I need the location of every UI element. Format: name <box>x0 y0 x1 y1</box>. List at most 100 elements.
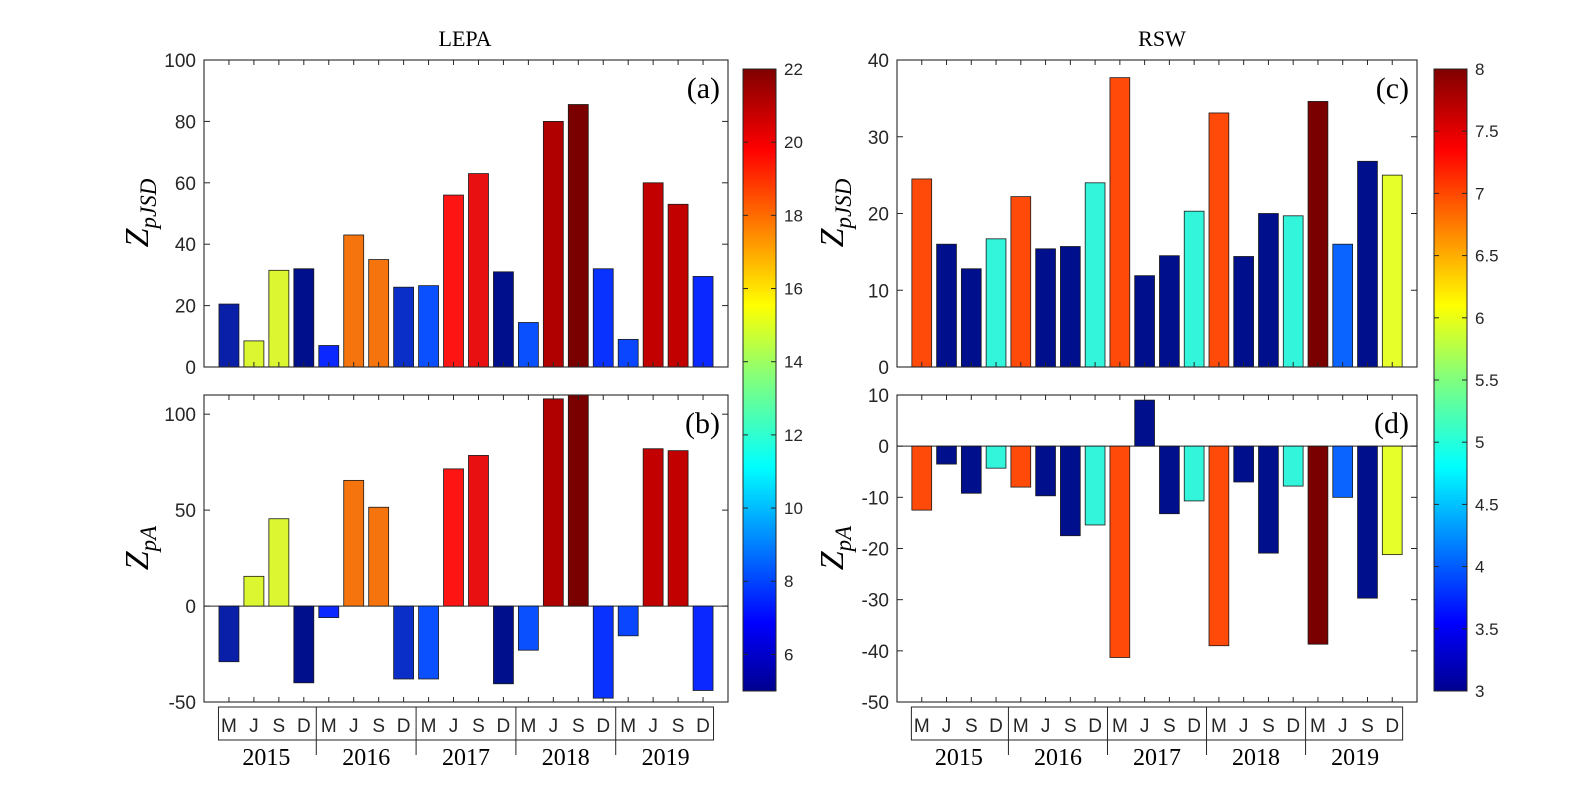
bar-b-12 <box>518 605 539 651</box>
panel-label-c: (c) <box>1376 72 1409 105</box>
bar-b-11 <box>493 605 514 685</box>
ytick-label: -20 <box>862 540 889 561</box>
bar-a-13 <box>542 121 564 368</box>
month-label: D <box>989 716 1003 737</box>
year-label: 2015 <box>935 745 983 771</box>
title-lepa: LEPA <box>439 26 492 51</box>
ytick-label: -40 <box>862 642 889 663</box>
ytick-label: -50 <box>862 693 889 714</box>
year-label: 2018 <box>542 745 590 771</box>
bar-b-18 <box>667 450 689 607</box>
bar-c-9 <box>1134 275 1155 368</box>
month-label: S <box>1262 716 1275 737</box>
ylabel-d: ZpA <box>814 525 856 570</box>
bar-c-12 <box>1208 112 1230 368</box>
month-label: S <box>1361 716 1374 737</box>
month-label: M <box>620 716 636 737</box>
bar-c-11 <box>1183 210 1205 368</box>
bar-b-13 <box>542 398 564 607</box>
axes-box <box>203 394 729 703</box>
cb-tick-label: 5.5 <box>1475 371 1499 390</box>
month-label: M <box>520 716 536 737</box>
ytick-label: -30 <box>862 591 889 612</box>
bar-c-1 <box>936 243 957 368</box>
bar-d-16 <box>1307 445 1329 645</box>
panel-c: 0 10 20 30 40 (c) <box>868 51 1418 379</box>
panel-label-d: (d) <box>1374 407 1409 440</box>
ytick-label: 10 <box>868 386 889 407</box>
year-label: 2016 <box>1034 745 1082 771</box>
month-label: S <box>372 716 385 737</box>
ytick-label: 40 <box>175 235 196 256</box>
bar-c-15 <box>1282 215 1304 368</box>
bar-c-14 <box>1258 213 1279 368</box>
bar-a-10 <box>468 173 489 368</box>
month-label: M <box>1310 716 1326 737</box>
cb-tick-label: 12 <box>784 426 803 445</box>
month-label: J <box>1041 716 1051 737</box>
cb-tick-label: 5 <box>1475 433 1484 452</box>
month-row-box <box>217 706 715 741</box>
bar-a-19 <box>692 276 714 368</box>
bar-b-6 <box>368 506 390 607</box>
cb-tick-label: 7.5 <box>1475 122 1499 141</box>
ytick-label: 50 <box>175 501 196 522</box>
panel-label-b: (b) <box>685 407 720 440</box>
bar-c-5 <box>1035 248 1056 368</box>
ytick-label: 60 <box>175 174 196 195</box>
ytick-label: 0 <box>878 358 889 379</box>
colorbar-left: 6 8 10 12 14 16 18 20 22 <box>742 60 803 692</box>
ytick-label: 80 <box>175 112 196 133</box>
year-label: 2019 <box>1331 745 1379 771</box>
bar-c-13 <box>1233 256 1254 368</box>
bar-a-3 <box>293 268 315 368</box>
axes-box <box>896 394 1418 703</box>
bar-a-15 <box>592 268 614 368</box>
month-label: S <box>965 716 978 737</box>
month-label: M <box>221 716 237 737</box>
axes-box <box>203 59 729 368</box>
colorbar-gradient <box>742 68 777 692</box>
bar-b-4 <box>318 605 340 618</box>
ytick-label: 0 <box>185 358 196 379</box>
bar-a-7 <box>393 286 415 368</box>
bar-b-9 <box>443 468 464 607</box>
ytick-label: 10 <box>868 281 889 302</box>
cb-tick-label: 8 <box>1475 60 1484 79</box>
month-label: J <box>1239 716 1249 737</box>
month-label: M <box>1013 716 1029 737</box>
bar-b-15 <box>592 605 614 699</box>
bar-d-1 <box>936 445 957 465</box>
bar-c-6 <box>1060 246 1081 368</box>
month-row-box <box>910 706 1404 741</box>
bar-d-10 <box>1159 445 1180 515</box>
month-label: J <box>1338 716 1348 737</box>
bar-a-9 <box>443 194 464 368</box>
bar-b-16 <box>617 605 639 637</box>
bar-b-3 <box>293 605 315 684</box>
bar-d-0 <box>911 445 933 511</box>
bar-d-6 <box>1060 445 1081 537</box>
month-label: D <box>1088 716 1102 737</box>
colorbar-right: 3 3.5 4 4.5 5 5.5 6 6.5 7 7.5 8 <box>1433 60 1499 701</box>
bar-c-19 <box>1381 174 1403 368</box>
month-label: J <box>449 716 459 737</box>
bar-a-2 <box>268 269 290 368</box>
cb-tick-label: 7 <box>1475 184 1484 203</box>
month-label: D <box>596 716 610 737</box>
month-label: D <box>1286 716 1300 737</box>
bar-d-9 <box>1134 399 1155 447</box>
month-label: D <box>497 716 511 737</box>
ytick-label: 40 <box>868 51 889 72</box>
cb-tick-label: 3 <box>1475 682 1484 701</box>
bar-c-16 <box>1307 101 1329 368</box>
cb-tick-label: 10 <box>784 499 803 518</box>
bar-c-10 <box>1159 255 1180 368</box>
bar-b-19 <box>692 605 714 691</box>
year-label: 2017 <box>1133 745 1181 771</box>
ytick-label: 0 <box>878 437 889 458</box>
year-label: 2016 <box>342 745 390 771</box>
